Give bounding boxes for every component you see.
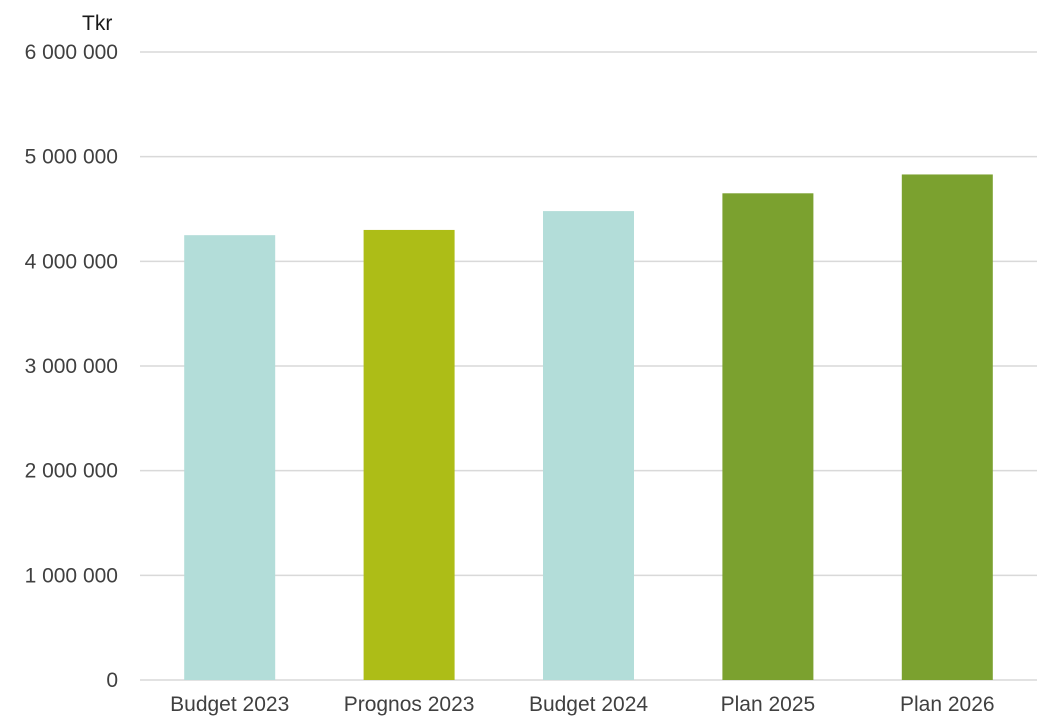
bars	[184, 174, 993, 681]
x-category-label: Prognos 2023	[344, 693, 475, 716]
bar-plan-2026	[901, 174, 993, 680]
bar-plan-2025	[722, 193, 814, 681]
y-tick-label: 1 000 000	[25, 564, 118, 587]
x-category-label: Budget 2024	[529, 693, 648, 716]
y-tick-label: 5 000 000	[25, 146, 118, 169]
y-tick-label: 0	[106, 669, 118, 692]
bar-prognos-2023	[363, 229, 455, 680]
y-tick-label: 2 000 000	[25, 460, 118, 483]
y-tick-label: 3 000 000	[25, 355, 118, 378]
x-axis-category-labels: Budget 2023 Prognos 2023 Budget 2024 Plan 2…	[170, 693, 994, 716]
bar-budget-2024	[543, 211, 634, 681]
bar-budget-2023	[184, 235, 276, 680]
x-category-label: Plan 2026	[900, 693, 995, 716]
y-axis-tick-labels: 0 1 000 000 2 000 000 3 000 000 4 000 000 5 0…	[25, 41, 118, 692]
x-category-label: Budget 2023	[170, 693, 289, 716]
x-category-label: Plan 2025	[721, 693, 816, 716]
y-axis-unit-label: Tkr	[82, 12, 112, 35]
y-tick-label: 6 000 000	[25, 41, 118, 64]
y-tick-label: 4 000 000	[25, 250, 118, 273]
